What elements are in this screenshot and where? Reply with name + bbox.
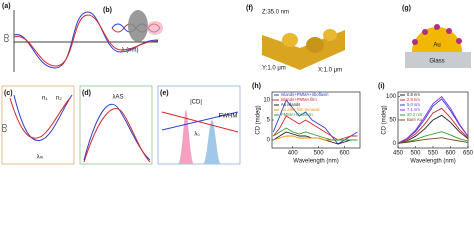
frame <box>157 85 241 165</box>
x-label: Wavelength (nm) <box>293 159 338 165</box>
glow <box>147 21 163 35</box>
curve <box>83 103 151 161</box>
annotation: |CD| <box>190 100 202 106</box>
annotation: X:1.0 μm <box>318 68 342 74</box>
x-tick-label: 650 <box>463 151 474 157</box>
y-tick-label: 5 <box>267 118 271 124</box>
frame <box>1 85 75 165</box>
annotation: λₘ <box>37 155 44 161</box>
legend-label: Islands+PMMA+riboflavin <box>281 92 329 97</box>
y-tick-label: 50 <box>389 118 396 124</box>
peak <box>178 110 194 164</box>
panel-label: (c) <box>4 90 13 97</box>
series-line <box>272 99 358 145</box>
panel-label: (e) <box>160 90 169 97</box>
curve <box>13 94 73 142</box>
panel-label: (d) <box>82 90 91 97</box>
y-label: CD (mdeg) <box>256 105 262 134</box>
annotation: FWHM <box>219 114 238 120</box>
molecule <box>456 38 462 44</box>
annotation: n₁ <box>42 96 47 102</box>
annotation: Z:35.0 nm <box>262 10 289 16</box>
panel-label: (h) <box>252 83 261 90</box>
line <box>161 111 239 133</box>
panel-label: (g) <box>402 5 411 12</box>
annotation: Au <box>433 43 440 49</box>
substrate <box>405 52 471 68</box>
y-tick-label: 0 <box>393 141 397 147</box>
legend-label: 7.1 nm <box>407 107 420 112</box>
series-line <box>397 137 469 144</box>
molecule <box>422 29 428 35</box>
curve <box>13 11 159 69</box>
series-line <box>273 127 358 141</box>
curve <box>9 97 71 139</box>
y-tick-label: 0 <box>267 138 271 144</box>
legend-label: 2.9 nm <box>407 97 420 102</box>
page: (a) CD λ (nm) (b) (c) CD n₁ n₂ λₘ (d) λA… <box>1 2 474 165</box>
surface <box>262 30 345 70</box>
legend-label: Bare Au <box>407 117 423 122</box>
annotation: n₂ <box>56 96 62 102</box>
peak <box>203 120 221 164</box>
frame <box>79 85 153 165</box>
annotation: λ₀ <box>194 132 200 138</box>
x-tick-label: 600 <box>445 151 456 157</box>
molecule <box>446 28 452 34</box>
y-tick-label: 10 <box>263 98 270 104</box>
island <box>306 37 324 53</box>
annotation: λAS <box>112 95 123 101</box>
annotation: Glass <box>429 59 444 65</box>
y-label: CD (mdeg) <box>382 105 388 134</box>
legend-label: Au islands <box>281 102 300 107</box>
figure: (a) CD λ (nm) (b) (c) CD n₁ n₂ λₘ (d) λA… <box>1 3 474 165</box>
panel-label: (f) <box>246 5 253 12</box>
helix <box>128 10 148 42</box>
x-tick-label: 400 <box>288 151 299 157</box>
y-label: CD <box>5 33 11 42</box>
x-tick-label: 500 <box>410 151 421 157</box>
x-label: λ (nm) <box>122 48 139 54</box>
molecule <box>434 24 440 30</box>
molecule <box>412 39 418 45</box>
series-line <box>272 115 358 141</box>
x-tick-label: 600 <box>339 151 350 157</box>
line <box>161 111 239 131</box>
x-tick-label: 450 <box>393 151 404 157</box>
island <box>323 29 337 41</box>
series-line <box>397 107 469 144</box>
legend-label: 5.0 nm <box>407 102 420 107</box>
legend-label: 20.2 nm <box>407 112 423 117</box>
y-label: CD <box>3 123 9 132</box>
legend-label: Au after film removal <box>281 107 319 112</box>
x-tick-label: 500 <box>314 151 325 157</box>
series-line <box>397 114 469 144</box>
panel-label: (b) <box>103 7 112 14</box>
y-tick-label: 100 <box>386 94 397 100</box>
curve <box>13 14 159 67</box>
panel-label: (a) <box>2 3 11 10</box>
series-line <box>397 96 469 144</box>
legend-label: Islands+PMMA film <box>281 97 317 102</box>
curve <box>83 108 151 163</box>
x-label: Wavelength (nm) <box>410 159 455 165</box>
island <box>282 33 298 47</box>
legend-label: 0.8 nm <box>407 92 420 97</box>
x-tick-label: 550 <box>428 151 439 157</box>
annotation: Y:1.0 μm <box>262 66 286 72</box>
panel-label: (i) <box>378 83 385 90</box>
legend-label: PMMA+riboflavin <box>281 112 313 117</box>
series-line <box>397 131 469 144</box>
